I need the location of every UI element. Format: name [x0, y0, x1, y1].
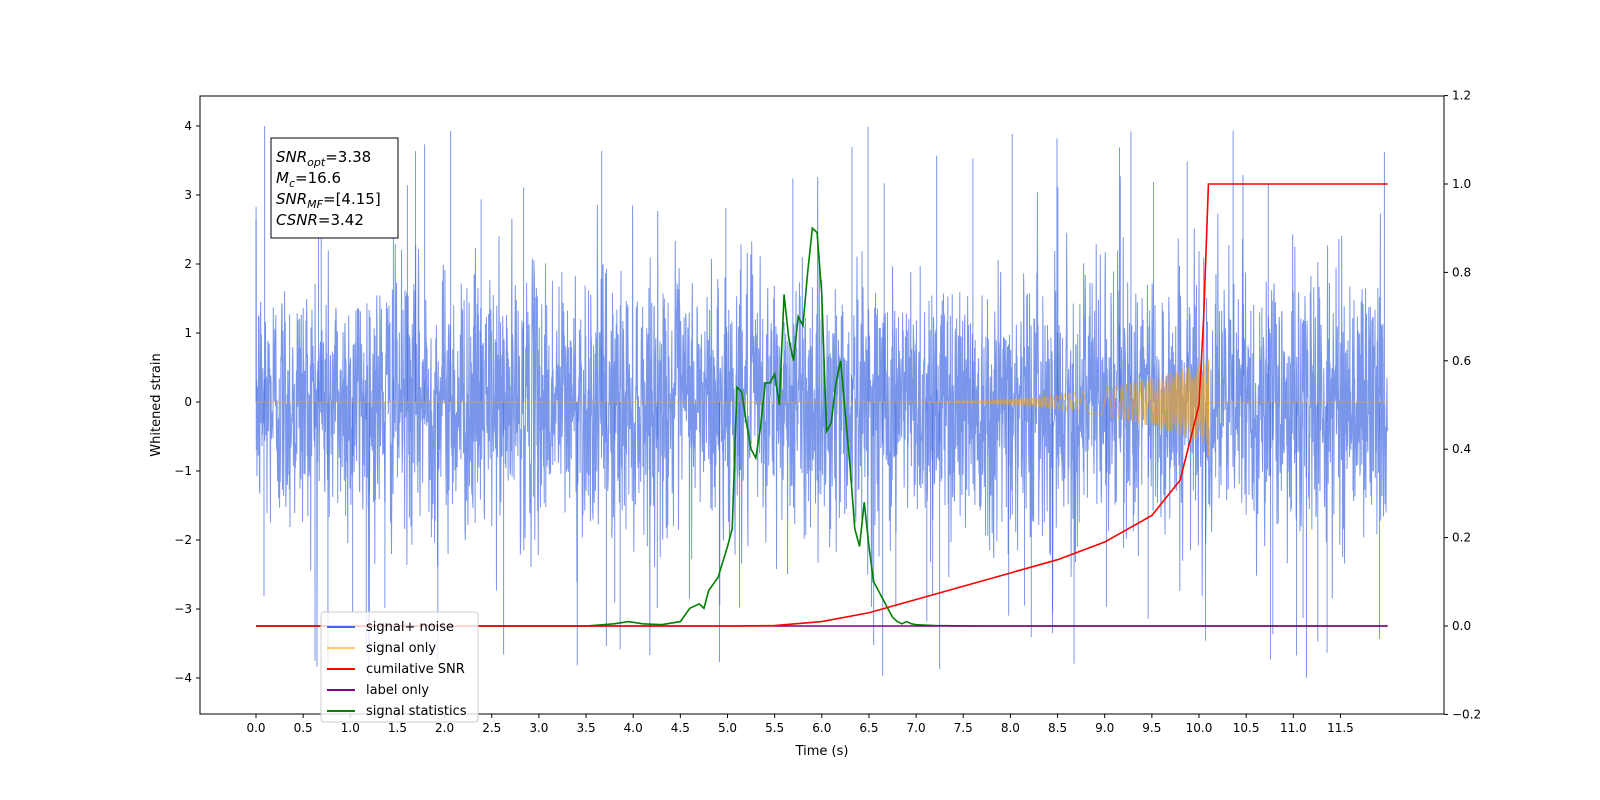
- series-cumilative-snr: [256, 183, 1388, 627]
- x-tick-label: 8.0: [1001, 721, 1020, 735]
- y-tick-label: −4: [174, 671, 192, 685]
- x-tick-label: 7.0: [907, 721, 926, 735]
- x-tick-label: 11.5: [1327, 721, 1354, 735]
- x-tick-label: 2.0: [435, 721, 454, 735]
- x-tick-label: 4.5: [671, 721, 690, 735]
- x-tick-label: 7.5: [954, 721, 973, 735]
- annotation-line: CSNR=3.42: [276, 211, 364, 229]
- y2-tick-label: 0.2: [1452, 531, 1471, 545]
- y-tick-label: −1: [174, 464, 192, 478]
- x-tick-label: 5.0: [718, 721, 737, 735]
- y2-tick-label: 1.2: [1452, 89, 1471, 103]
- y-tick-label: 2: [184, 257, 192, 271]
- legend-label: signal statistics: [366, 704, 467, 719]
- x-tick-label: 5.5: [765, 721, 784, 735]
- legend-label: signal+ noise: [366, 620, 454, 635]
- y-tick-label: 3: [184, 188, 192, 202]
- y2-tick-label: 0.4: [1452, 442, 1471, 456]
- y2-tick-label: −0.2: [1452, 707, 1481, 721]
- noise-trace: [255, 177, 1389, 677]
- x-tick-label: 10.0: [1186, 721, 1213, 735]
- y2-tick-label: 0.6: [1452, 354, 1471, 368]
- x-tick-label: 6.5: [859, 721, 878, 735]
- y-tick-label: −3: [174, 602, 192, 616]
- x-tick-label: 6.0: [812, 721, 831, 735]
- annotation-line: SNRopt=3.38: [276, 148, 371, 169]
- annotation-line: SNRMF=[4.15]: [276, 190, 381, 211]
- x-tick-label: 11.0: [1280, 721, 1307, 735]
- y-tick-label: 4: [184, 119, 192, 133]
- x-tick-label: 3.5: [577, 721, 596, 735]
- legend-label: signal only: [366, 641, 436, 656]
- y2-tick-label: 0.0: [1452, 619, 1471, 633]
- y2-tick-label: 1.0: [1452, 177, 1471, 191]
- y-tick-label: −2: [174, 533, 192, 547]
- x-axis-label: Time (s): [795, 744, 849, 759]
- x-tick-label: 0.0: [246, 721, 265, 735]
- x-tick-label: 4.0: [624, 721, 643, 735]
- x-tick-label: 10.5: [1233, 721, 1260, 735]
- legend: signal+ noise signal only cumilative SNR la…: [320, 611, 479, 723]
- annotation-line: Mc=16.6: [276, 169, 341, 190]
- legend-label: cumilative SNR: [366, 662, 465, 677]
- x-tick-label: 9.0: [1095, 721, 1114, 735]
- y-tick-label: 1: [184, 326, 192, 340]
- x-tick-label: 0.5: [294, 721, 313, 735]
- y-tick-label: 0: [184, 395, 192, 409]
- x-tick-label: 1.0: [341, 721, 360, 735]
- series-signal-statistics: [256, 226, 1388, 627]
- y2-tick-label: 0.8: [1452, 265, 1471, 279]
- x-tick-label: 8.5: [1048, 721, 1067, 735]
- x-tick-label: 9.5: [1142, 721, 1161, 735]
- y-axis-label: Whitened strain: [149, 353, 164, 456]
- x-tick-label: 2.5: [482, 721, 501, 735]
- x-tick-label: 3.0: [529, 721, 548, 735]
- legend-label: label only: [366, 683, 429, 698]
- x-tick-label: 1.5: [388, 721, 407, 735]
